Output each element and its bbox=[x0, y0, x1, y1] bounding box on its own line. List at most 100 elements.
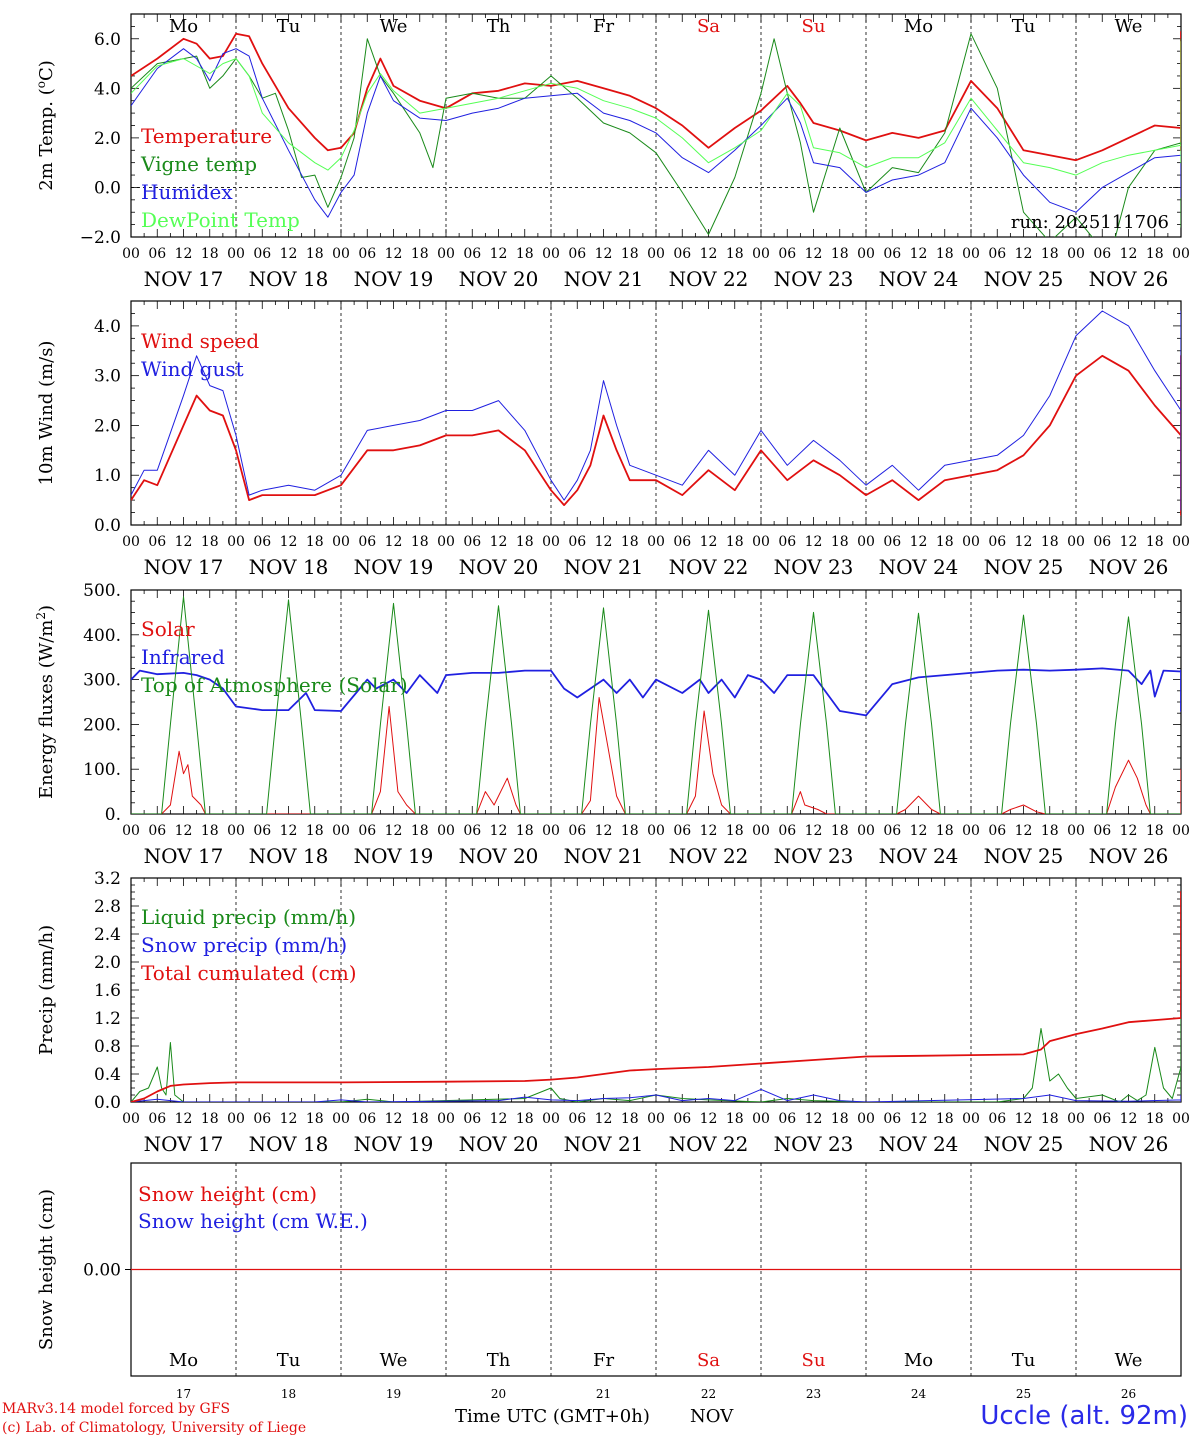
series-line-top-of-atmosphere-solar bbox=[131, 596, 1181, 814]
series-line-liquid-precip-mm-h bbox=[131, 972, 1181, 1102]
hour-tick-label: 06 bbox=[148, 1111, 166, 1127]
y-axis-title-unit: ) bbox=[36, 605, 57, 612]
date-label: NOV 17 bbox=[144, 267, 224, 291]
y-axis-title: 2m Temp. (oC) bbox=[34, 60, 57, 191]
hour-tick-label: 18 bbox=[936, 1111, 954, 1127]
y-tick-label: 2.0 bbox=[94, 953, 121, 973]
hour-tick-label: 18 bbox=[201, 823, 219, 839]
hour-tick-label: 12 bbox=[1120, 246, 1138, 262]
model-credit: MARv3.14 model forced by GFS bbox=[2, 1401, 231, 1417]
hour-tick-label: 18 bbox=[1041, 246, 1059, 262]
hour-tick-label: 00 bbox=[962, 246, 980, 262]
y-tick-label: 0.0 bbox=[94, 178, 121, 198]
hour-tick-label: 00 bbox=[122, 246, 140, 262]
panel-3: 0. 100. 200. 300. 400. 500. Energy fluxes (W/m… bbox=[34, 581, 1190, 868]
y-tick-label: 4.0 bbox=[94, 79, 121, 99]
y-tick-label: 100. bbox=[83, 760, 121, 780]
date-label: NOV 19 bbox=[354, 267, 434, 291]
hour-tick-label: 00 bbox=[962, 534, 980, 550]
date-label: NOV 21 bbox=[564, 267, 644, 291]
hour-tick-label: 00 bbox=[1067, 534, 1085, 550]
hour-tick-label: 18 bbox=[726, 534, 744, 550]
hour-tick-label: 06 bbox=[988, 246, 1006, 262]
legend-entry: Snow precip (mm/h) bbox=[141, 933, 347, 957]
legend-entry: Total cumulated (cm) bbox=[141, 961, 357, 985]
panel-4: 0.0 0.4 0.8 1.2 1.6 2.0 2.4 2.8 3.2 Precip (mm/h)… bbox=[36, 869, 1190, 1156]
day-abbr-top: Sa bbox=[697, 16, 720, 37]
date-label: NOV 24 bbox=[879, 555, 959, 579]
y-axis-title: Precip (mm/h) bbox=[36, 925, 57, 1055]
y-tick-label: 400. bbox=[83, 626, 121, 646]
day-abbr-top: Tu bbox=[277, 16, 301, 37]
y-axis-title: Energy fluxes (W/m2) bbox=[34, 605, 57, 799]
date-label: NOV 17 bbox=[144, 1132, 224, 1156]
y-tick-label: 500. bbox=[83, 581, 121, 601]
hour-tick-label: 12 bbox=[490, 823, 508, 839]
y-tick-label: 1.2 bbox=[94, 1009, 121, 1029]
legend-entry: Wind speed bbox=[141, 329, 259, 353]
hour-tick-label: 00 bbox=[332, 823, 350, 839]
y-tick-label: 4.0 bbox=[94, 317, 121, 337]
hour-tick-label: 00 bbox=[647, 534, 665, 550]
y-tick-label: 0.00 bbox=[83, 1261, 121, 1281]
date-label: NOV 26 bbox=[1089, 267, 1169, 291]
hour-tick-label: 00 bbox=[857, 534, 875, 550]
hour-tick-label: 00 bbox=[647, 246, 665, 262]
series-line-solar bbox=[131, 697, 1181, 814]
date-label: NOV 21 bbox=[564, 1132, 644, 1156]
hour-tick-label: 12 bbox=[385, 246, 403, 262]
hour-tick-label: 18 bbox=[1041, 1111, 1059, 1127]
date-label: NOV 23 bbox=[774, 555, 854, 579]
day-abbr-bottom: Mo bbox=[904, 1350, 933, 1371]
day-number: 19 bbox=[386, 1387, 401, 1401]
date-label: NOV 24 bbox=[879, 267, 959, 291]
hour-tick-label: 06 bbox=[1093, 534, 1111, 550]
series-group bbox=[131, 596, 1181, 814]
hour-tick-label: 12 bbox=[805, 823, 823, 839]
date-label: NOV 17 bbox=[144, 555, 224, 579]
hour-tick-label: 06 bbox=[778, 246, 796, 262]
hour-tick-label: 00 bbox=[542, 246, 560, 262]
day-abbr-bottom: We bbox=[380, 1350, 408, 1371]
hour-tick-label: 00 bbox=[437, 246, 455, 262]
hour-tick-label: 12 bbox=[175, 1111, 193, 1127]
hour-tick-label: 06 bbox=[463, 246, 481, 262]
hour-tick-label: 00 bbox=[1067, 823, 1085, 839]
hour-tick-label: 00 bbox=[962, 1111, 980, 1127]
hour-tick-label: 06 bbox=[883, 1111, 901, 1127]
hour-tick-label: 18 bbox=[726, 246, 744, 262]
hour-tick-label: 00 bbox=[857, 246, 875, 262]
hour-tick-label: 12 bbox=[490, 246, 508, 262]
hour-tick-label: 12 bbox=[175, 534, 193, 550]
legend-entry: Infrared bbox=[141, 645, 225, 669]
y-tick-label: 6.0 bbox=[94, 30, 121, 50]
day-number: 25 bbox=[1016, 1387, 1031, 1401]
date-label: NOV 18 bbox=[249, 267, 329, 291]
hour-tick-label: 06 bbox=[883, 534, 901, 550]
hour-tick-label: 12 bbox=[385, 823, 403, 839]
hour-tick-label: 18 bbox=[936, 246, 954, 262]
hour-tick-label: 12 bbox=[1120, 823, 1138, 839]
y-axis-title-unit: C) bbox=[36, 60, 57, 81]
y-tick-label: 0.0 bbox=[94, 516, 121, 536]
date-label: NOV 19 bbox=[354, 1132, 434, 1156]
x-axis-month: NOV bbox=[690, 1406, 734, 1427]
date-label: NOV 19 bbox=[354, 555, 434, 579]
hour-tick-label: 00 bbox=[122, 1111, 140, 1127]
hour-tick-label: 12 bbox=[490, 1111, 508, 1127]
hour-tick-label: 12 bbox=[700, 534, 718, 550]
hour-tick-label: 00 bbox=[227, 1111, 245, 1127]
panel-2: 0.0 1.0 2.0 3.0 4.0 10m Wind (m/s) Wind speed W… bbox=[36, 300, 1190, 579]
legend-entry: Liquid precip (mm/h) bbox=[141, 905, 356, 929]
hour-tick-label: 12 bbox=[805, 534, 823, 550]
hour-tick-label: 18 bbox=[936, 823, 954, 839]
hour-tick-label: 18 bbox=[831, 823, 849, 839]
hour-tick-label: 18 bbox=[1041, 534, 1059, 550]
date-label: NOV 20 bbox=[459, 844, 539, 868]
date-label: NOV 24 bbox=[879, 844, 959, 868]
hour-tick-label: 00 bbox=[437, 534, 455, 550]
legend-entry: Snow height (cm W.E.) bbox=[138, 1209, 368, 1233]
date-label: NOV 24 bbox=[879, 1132, 959, 1156]
hour-tick-label: 06 bbox=[673, 1111, 691, 1127]
hour-tick-label: 06 bbox=[358, 534, 376, 550]
